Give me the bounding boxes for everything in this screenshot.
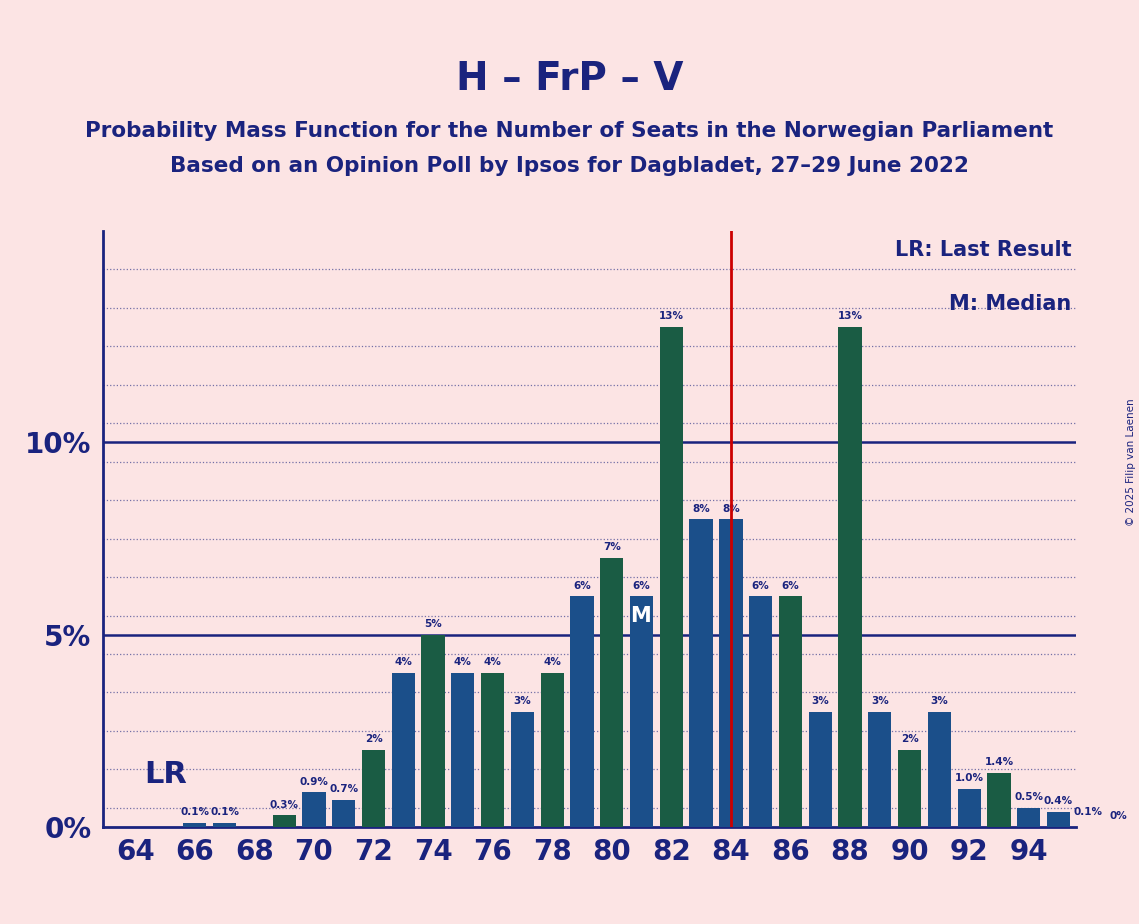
Text: 13%: 13% — [837, 311, 862, 322]
Bar — [958, 788, 981, 827]
Text: 0.1%: 0.1% — [180, 808, 210, 818]
Text: 1.0%: 1.0% — [954, 772, 984, 783]
Text: 0.1%: 0.1% — [1074, 808, 1103, 818]
Text: 0.7%: 0.7% — [329, 784, 359, 795]
Text: 6%: 6% — [752, 580, 770, 590]
Text: Based on an Opinion Poll by Ipsos for Dagbladet, 27–29 June 2022: Based on an Opinion Poll by Ipsos for Da… — [170, 156, 969, 176]
Text: 0%: 0% — [1109, 811, 1126, 821]
Text: 8%: 8% — [693, 504, 710, 514]
Text: 6%: 6% — [573, 580, 591, 590]
Text: 6%: 6% — [781, 580, 800, 590]
Bar — [1076, 823, 1100, 827]
Text: 0.9%: 0.9% — [300, 776, 328, 786]
Bar — [988, 773, 1010, 827]
Text: LR: Last Result: LR: Last Result — [895, 240, 1072, 260]
Bar — [571, 596, 593, 827]
Bar — [302, 793, 326, 827]
Text: 7%: 7% — [603, 542, 621, 552]
Bar — [333, 800, 355, 827]
Text: 6%: 6% — [632, 580, 650, 590]
Text: 4%: 4% — [484, 657, 501, 667]
Text: 2%: 2% — [901, 735, 918, 745]
Text: 2%: 2% — [364, 735, 383, 745]
Bar — [541, 674, 564, 827]
Bar — [481, 674, 505, 827]
Text: © 2025 Filip van Laenen: © 2025 Filip van Laenen — [1126, 398, 1136, 526]
Bar — [689, 519, 713, 827]
Bar — [451, 674, 475, 827]
Bar — [749, 596, 772, 827]
Bar — [213, 823, 236, 827]
Bar — [809, 711, 831, 827]
Text: 13%: 13% — [658, 311, 683, 322]
Text: 0.5%: 0.5% — [1014, 792, 1043, 802]
Bar — [362, 750, 385, 827]
Bar — [630, 596, 653, 827]
Text: LR: LR — [145, 760, 187, 788]
Bar — [898, 750, 921, 827]
Bar — [928, 711, 951, 827]
Bar — [600, 558, 623, 827]
Bar — [1047, 811, 1071, 827]
Bar — [1017, 808, 1040, 827]
Bar — [659, 327, 683, 827]
Text: 3%: 3% — [811, 696, 829, 706]
Text: 3%: 3% — [514, 696, 531, 706]
Bar — [838, 327, 861, 827]
Text: 8%: 8% — [722, 504, 739, 514]
Bar — [720, 519, 743, 827]
Text: 1.4%: 1.4% — [984, 758, 1014, 767]
Bar — [868, 711, 892, 827]
Bar — [183, 823, 206, 827]
Bar — [421, 635, 444, 827]
Text: 4%: 4% — [394, 657, 412, 667]
Text: 5%: 5% — [424, 619, 442, 629]
Bar — [779, 596, 802, 827]
Text: 0.4%: 0.4% — [1044, 796, 1073, 806]
Text: H – FrP – V: H – FrP – V — [456, 59, 683, 98]
Text: M: M — [630, 605, 650, 626]
Bar — [510, 711, 534, 827]
Text: 3%: 3% — [871, 696, 888, 706]
Bar — [272, 816, 296, 827]
Bar — [392, 674, 415, 827]
Text: 3%: 3% — [931, 696, 949, 706]
Text: M: Median: M: Median — [949, 294, 1072, 313]
Text: 0.1%: 0.1% — [210, 808, 239, 818]
Text: 4%: 4% — [454, 657, 472, 667]
Text: Probability Mass Function for the Number of Seats in the Norwegian Parliament: Probability Mass Function for the Number… — [85, 121, 1054, 141]
Text: 0.3%: 0.3% — [270, 799, 298, 809]
Text: 4%: 4% — [543, 657, 562, 667]
